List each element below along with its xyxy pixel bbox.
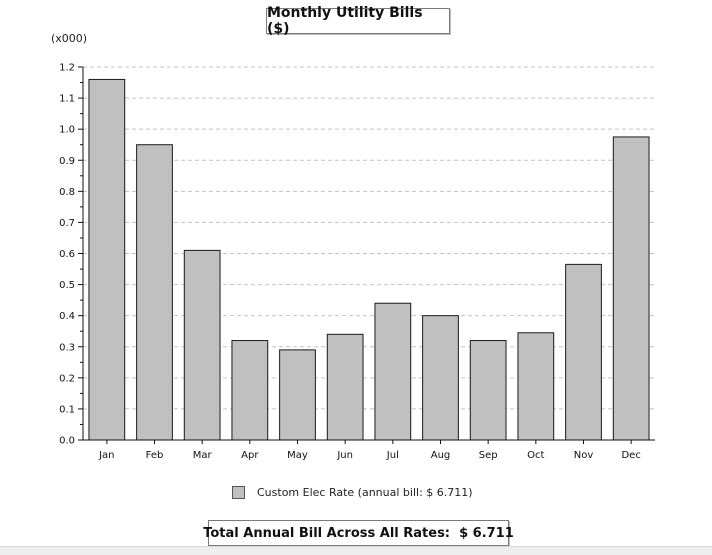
x-tick-label: May — [287, 450, 308, 461]
y-tick-label: 0.2 — [59, 373, 75, 384]
window-bottom-strip — [0, 546, 712, 555]
y-tick-label: 0.5 — [59, 280, 75, 291]
gridlines — [83, 66, 655, 410]
y-tick-label: 0.9 — [59, 156, 75, 167]
y-tick-label: 1.2 — [59, 63, 75, 74]
chart-title: Monthly Utility Bills ($) — [266, 5, 450, 37]
bar-sep — [469, 340, 507, 441]
bar-nov — [565, 263, 602, 441]
bar-aug — [422, 315, 459, 441]
y-tick-label: 0.6 — [59, 249, 75, 260]
bar-may — [279, 349, 316, 441]
bar-jul — [374, 302, 412, 441]
x-tick-label: Mar — [193, 450, 213, 461]
legend-swatch — [232, 486, 245, 499]
y-tick-label: 0.1 — [59, 404, 75, 415]
axes — [78, 66, 655, 444]
bar-chart: 0.0 0.1 0.2 0.3 0.4 0.5 0.6 0.7 0.8 0.9 1.0 1.1 1.2 J… — [59, 63, 655, 462]
y-tick-label: 0.4 — [59, 311, 75, 322]
x-tick-label: Nov — [574, 450, 594, 461]
x-tick-label: Feb — [146, 450, 164, 461]
x-tick-label: Dec — [621, 450, 640, 461]
legend: Custom Elec Rate (annual bill: $ 6.711) — [232, 486, 473, 499]
total-annual-bill: Total Annual Bill Across All Rates: $ 6.… — [203, 520, 514, 546]
total-label: Total Annual Bill Across All Rates: — [203, 525, 451, 541]
bar-feb — [136, 144, 173, 441]
y-axis-unit-label: (x000) — [51, 32, 88, 45]
x-tick-label: Apr — [241, 450, 259, 461]
x-tick-label: Jul — [386, 450, 399, 461]
x-tick-label: Sep — [479, 450, 498, 461]
legend-label: Custom Elec Rate (annual bill: $ 6.711) — [257, 486, 473, 499]
total-value: $ 6.711 — [459, 525, 514, 541]
x-tick-label: Aug — [431, 450, 451, 461]
y-tick-label: 0.8 — [59, 187, 75, 198]
bar-jun — [326, 333, 364, 441]
bar-oct — [517, 332, 555, 441]
bar-jan — [88, 78, 126, 441]
y-tick-label: 1.1 — [59, 94, 75, 105]
y-tick-label: 0.0 — [59, 436, 75, 447]
tick-labels: 0.0 0.1 0.2 0.3 0.4 0.5 0.6 0.7 0.8 0.9 1.0 1.1 1.2 J… — [59, 63, 641, 462]
y-tick-label: 1.0 — [59, 125, 75, 136]
bar-dec — [612, 136, 650, 441]
bar-apr — [231, 340, 269, 441]
bar-mar — [183, 249, 221, 441]
x-tick-label: Jan — [98, 450, 114, 461]
bars — [88, 78, 650, 441]
x-tick-label: Jun — [336, 450, 353, 461]
y-tick-label: 0.7 — [59, 218, 75, 229]
y-tick-label: 0.3 — [59, 342, 75, 353]
x-tick-label: Oct — [527, 450, 544, 461]
